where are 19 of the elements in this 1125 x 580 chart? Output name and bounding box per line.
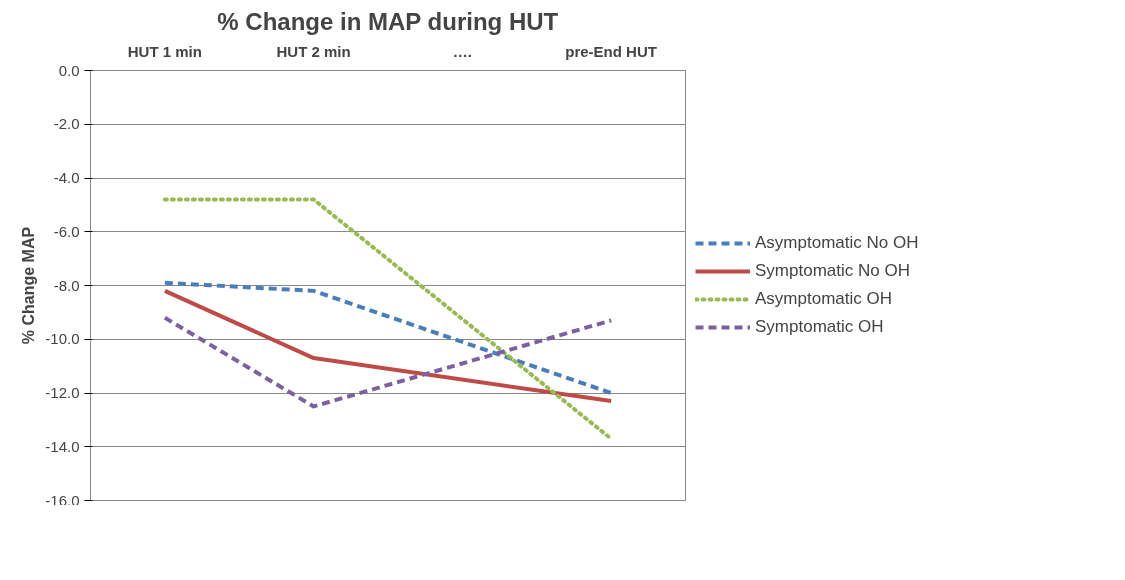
y-tick-label: -16.0 <box>45 491 80 509</box>
legend-label: Asymptomatic No OH <box>755 233 919 253</box>
x-tick-label: pre-End HUT <box>565 42 657 60</box>
chart-title: % Change in MAP during HUT <box>217 7 559 35</box>
y-tick-label: -4.0 <box>53 169 80 186</box>
y-tick-label: -14.0 <box>45 437 80 455</box>
y-tick-label: -10.0 <box>45 330 80 348</box>
legend-label: Symptomatic OH <box>755 317 884 337</box>
legend-label: Asymptomatic OH <box>755 289 892 309</box>
legend-label: Symptomatic No OH <box>755 261 910 281</box>
y-tick-label: -8.0 <box>53 276 80 294</box>
y-tick-label: -12.0 <box>45 384 80 401</box>
x-tick-label: …. <box>452 42 472 60</box>
x-tick-label: HUT 1 min <box>127 42 202 60</box>
y-tick-label: -6.0 <box>53 222 80 240</box>
y-tick-label: 0.0 <box>58 61 80 79</box>
x-tick-label: HUT 2 min <box>276 42 351 60</box>
y-axis-title: % Change MAP <box>20 226 38 345</box>
y-tick-label: -2.0 <box>53 115 80 133</box>
